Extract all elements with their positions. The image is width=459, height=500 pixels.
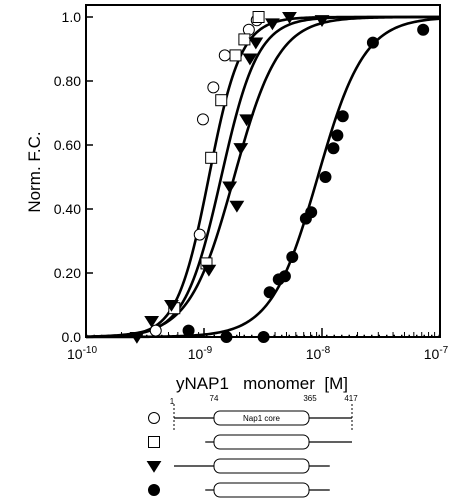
- residue-label-core_start: 74: [210, 394, 219, 403]
- data-point-open-circle: [149, 324, 162, 337]
- data-point-open-square: [205, 151, 218, 164]
- fit-curve-open-circle: [85, 15, 440, 339]
- nap1-core-box: [213, 458, 310, 474]
- residue-label-core_end: 365: [303, 394, 317, 403]
- x-tick-label: 10-10: [67, 345, 97, 362]
- x-tick-label: 10-9: [188, 345, 213, 362]
- x-tick-label: 10-7: [424, 345, 449, 362]
- construct-marker-filled-triangle-down: [146, 460, 162, 473]
- y-axis-label: Norm. F.C.: [25, 131, 44, 212]
- data-point-filled-circle: [331, 129, 344, 142]
- data-point-filled-triangle-down: [265, 18, 280, 31]
- data-point-filled-triangle-down: [229, 200, 245, 213]
- data-point-filled-circle: [182, 324, 195, 337]
- y-tick-label: 0.80: [54, 73, 81, 89]
- data-point-filled-triangle-down: [164, 299, 179, 312]
- y-tick-label: 0.20: [54, 265, 81, 281]
- data-point-filled-circle: [336, 110, 349, 123]
- y-tick-label: 0.0: [62, 329, 82, 345]
- residue-label-start: 1: [170, 397, 175, 406]
- data-point-filled-triangle-down: [239, 114, 255, 127]
- data-point-filled-circle: [417, 23, 430, 36]
- data-point-filled-circle: [278, 270, 291, 283]
- data-point-filled-triangle-down: [129, 331, 145, 344]
- plot-frame: [85, 4, 441, 338]
- data-point-filled-circle: [319, 171, 332, 183]
- residue-label-end: 417: [344, 394, 358, 403]
- data-point-filled-triangle-down: [314, 15, 330, 27]
- data-point-open-circle: [196, 113, 209, 126]
- plot-area: 0.0 0.20 0.40 0.60 0.80 1.0 10-10 10-9 10-8 10-7: [54, 4, 449, 362]
- data-point-filled-circle: [366, 36, 379, 49]
- data-point-filled-triangle-down: [144, 315, 160, 328]
- construct-marker-open-circle: [148, 412, 160, 424]
- y-tick-label: 1.0: [62, 9, 82, 25]
- data-point-open-circle: [207, 81, 220, 94]
- construct-marker-filled-circle: [148, 484, 160, 496]
- construct-marker-open-square: [148, 436, 160, 448]
- x-tick-label: 10-8: [306, 345, 331, 362]
- data-point-filled-circle: [305, 206, 318, 219]
- data-point-filled-circle: [327, 142, 340, 155]
- y-tick-label: 0.60: [54, 137, 81, 153]
- data-point-filled-triangle-down: [233, 143, 249, 155]
- data-point-filled-triangle-down: [242, 53, 258, 66]
- data-point-open-square: [229, 49, 242, 62]
- data-point-open-square: [215, 94, 228, 107]
- nap1-core-box: [213, 410, 310, 426]
- data-point-open-square: [252, 11, 265, 23]
- data-point-open-square: [238, 33, 251, 46]
- data-point-filled-circle: [220, 331, 233, 343]
- fit-curve-filled-triangle-down: [85, 15, 440, 338]
- data-point-filled-circle: [286, 251, 299, 263]
- fit-curve-open-square: [85, 15, 440, 339]
- nap1-core-label: Nap1 core: [243, 414, 280, 423]
- nap1-core-box: [213, 482, 310, 498]
- fit-curve-filled-circle: [86, 17, 441, 339]
- construct-diagram: 1 74 365 417 Nap1 core: [146, 394, 358, 498]
- data-point-filled-circle: [257, 331, 270, 343]
- data-point-open-circle: [193, 228, 206, 241]
- data-point-filled-triangle-down: [222, 181, 238, 194]
- data-point-filled-triangle-down: [282, 11, 297, 24]
- x-axis-label: yNAP1 monomer [M]: [176, 374, 348, 393]
- y-tick-label: 0.40: [54, 201, 81, 217]
- data-point-filled-triangle-down: [201, 264, 217, 277]
- nap1-core-box: [213, 434, 310, 450]
- data-point-filled-triangle-down: [248, 37, 264, 50]
- data-point-open-circle: [218, 49, 231, 62]
- data-point-filled-circle: [263, 286, 276, 299]
